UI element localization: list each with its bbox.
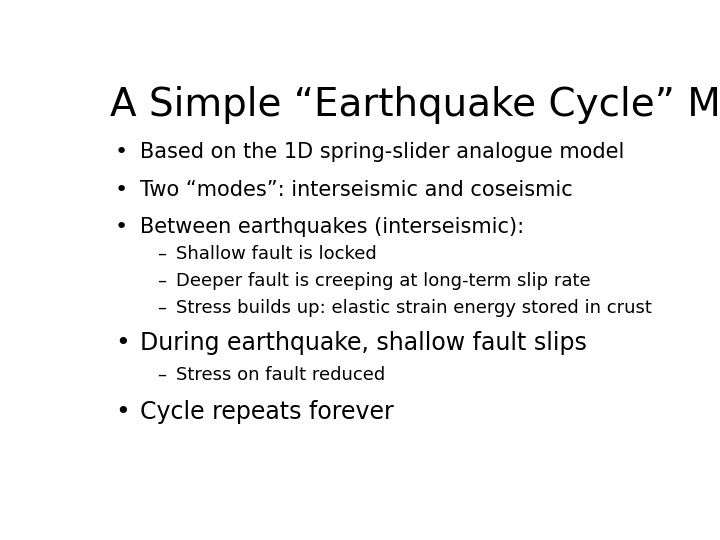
Text: –: – — [157, 272, 166, 290]
Text: Two “modes”: interseismic and coseismic: Two “modes”: interseismic and coseismic — [140, 179, 573, 200]
Text: Based on the 1D spring-slider analogue model: Based on the 1D spring-slider analogue m… — [140, 142, 624, 162]
Text: •: • — [115, 332, 130, 355]
Text: •: • — [115, 179, 128, 200]
Text: –: – — [157, 366, 166, 383]
Text: •: • — [115, 400, 130, 424]
Text: A Simple “Earthquake Cycle” Model: A Simple “Earthquake Cycle” Model — [109, 85, 720, 124]
Text: During earthquake, shallow fault slips: During earthquake, shallow fault slips — [140, 332, 587, 355]
Text: Stress on fault reduced: Stress on fault reduced — [176, 366, 386, 383]
Text: –: – — [157, 299, 166, 317]
Text: Deeper fault is creeping at long-term slip rate: Deeper fault is creeping at long-term sl… — [176, 272, 591, 290]
Text: •: • — [115, 217, 128, 237]
Text: Stress builds up: elastic strain energy stored in crust: Stress builds up: elastic strain energy … — [176, 299, 652, 317]
Text: •: • — [115, 142, 128, 162]
Text: Between earthquakes (interseismic):: Between earthquakes (interseismic): — [140, 217, 524, 237]
Text: Shallow fault is locked: Shallow fault is locked — [176, 245, 377, 263]
Text: –: – — [157, 245, 166, 263]
Text: Cycle repeats forever: Cycle repeats forever — [140, 400, 394, 424]
